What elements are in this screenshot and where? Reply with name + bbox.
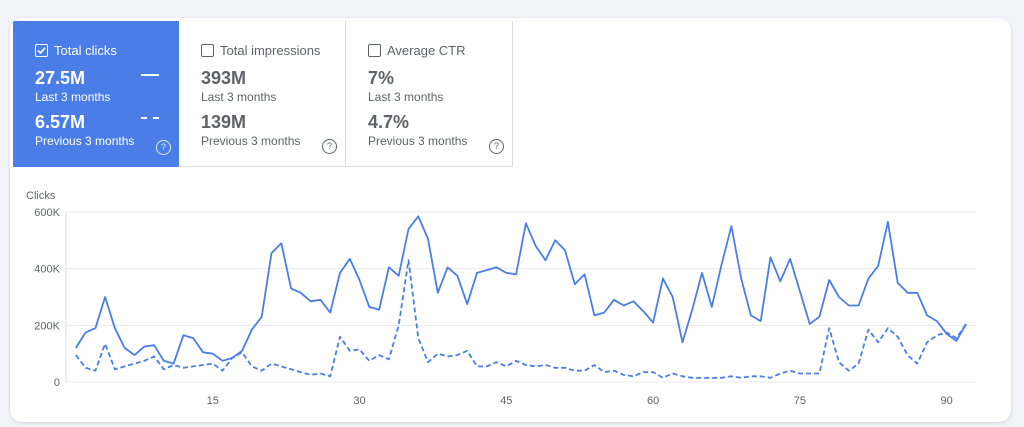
metric-period: Last 3 months [35,90,111,104]
x-tick-label: 45 [500,395,512,407]
metric-value: 27.5M [35,68,86,88]
y-tick-label: 0 [54,377,60,389]
metric-label: Average CTR [387,42,466,58]
metric-prev-period: Previous 3 months [201,134,301,148]
metric-value: 7% [368,68,395,88]
metric-prev-value: 4.7% [368,112,410,132]
metric-prev-period: Previous 3 months [368,134,468,148]
x-tick-label: 15 [207,395,219,407]
metric-average-ctr[interactable]: Average CTR 7% Last 3 months 4.7% Previo… [346,21,513,167]
legend-dashed-line-icon [141,117,159,119]
checkbox-unchecked-icon[interactable] [368,43,381,57]
y-axis-label: Clicks [26,190,56,202]
help-icon[interactable]: ? [156,140,171,155]
checkbox-unchecked-icon[interactable] [201,43,214,57]
metric-prev-period: Previous 3 months [35,134,135,148]
y-tick-label: 400K [34,264,60,276]
metric-value: 393M [201,68,247,88]
metric-total-clicks[interactable]: Total clicks 27.5M Last 3 months 6.57M P… [13,21,179,167]
help-icon[interactable]: ? [489,139,504,154]
metric-label: Total impressions [220,42,321,58]
metric-prev-value: 6.57M [35,112,86,132]
performance-card: Clicks 0 200K 400K 600K 15 30 45 60 75 90 Total cl… [10,18,1011,422]
checkbox-checked-icon[interactable] [35,43,48,57]
y-tick-label: 200K [34,320,60,332]
metric-prev-value: 139M [201,112,247,132]
clicks-chart: Clicks 0 200K 400K 600K 15 30 45 60 75 90 [10,18,1011,422]
metric-period: Last 3 months [201,90,277,104]
help-icon[interactable]: ? [322,139,337,154]
y-tick-label: 600K [34,207,60,219]
metric-label: Total clicks [54,42,117,58]
metric-total-impressions[interactable]: Total impressions 393M Last 3 months 139… [179,21,346,167]
x-tick-label: 60 [647,395,659,407]
x-tick-label: 90 [941,395,953,407]
metric-period: Last 3 months [368,90,444,104]
series-line-current [75,215,967,365]
x-tick-label: 75 [794,395,806,407]
x-tick-label: 30 [353,395,365,407]
series-line-previous [75,259,967,379]
legend-solid-line-icon [141,74,159,76]
chart-svg: Clicks 0 200K 400K 600K 15 30 45 60 75 90 [26,190,976,407]
